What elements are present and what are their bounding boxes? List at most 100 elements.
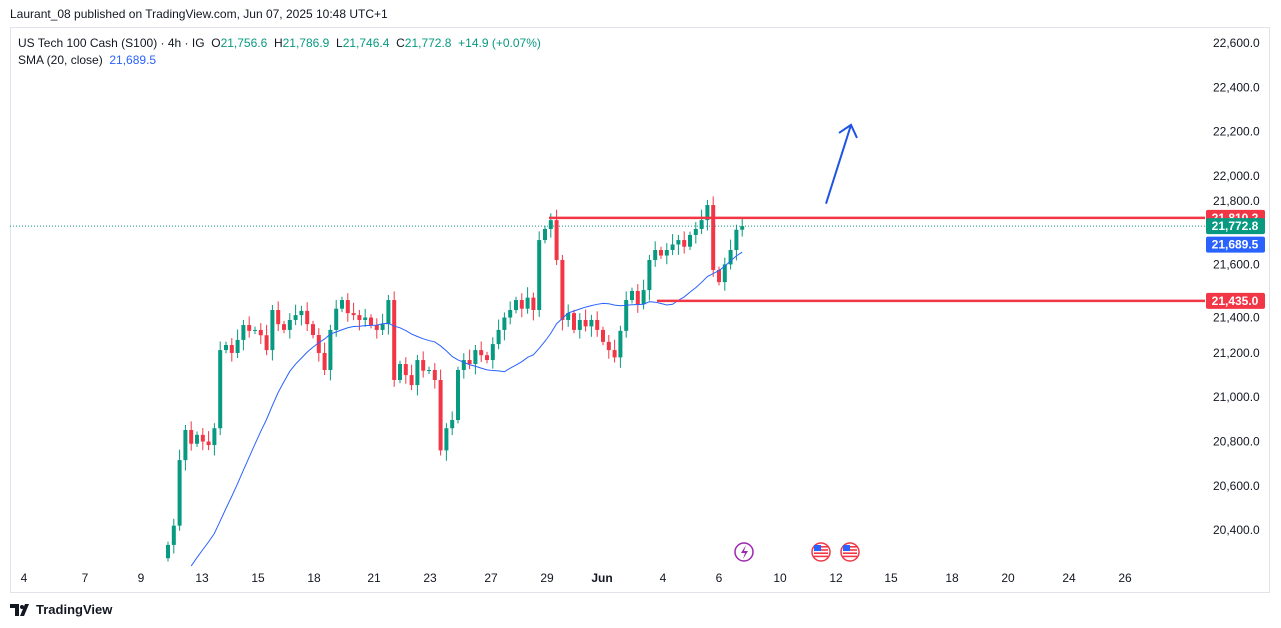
candle-up <box>224 344 228 351</box>
candle-down <box>247 325 252 331</box>
candle-up <box>334 308 339 330</box>
candle-up <box>728 250 733 265</box>
x-tick-label: 10 <box>773 571 787 585</box>
arrow-head-icon <box>838 123 858 139</box>
open-value: 21,756.6 <box>220 36 268 50</box>
candle-up <box>380 324 385 330</box>
candle-up <box>183 430 188 461</box>
lightning-glyph-icon <box>741 545 748 559</box>
x-tick-label: 23 <box>423 571 437 585</box>
candle-up <box>166 544 170 559</box>
chart-legend: US Tech 100 Cash (S100) · 4h · IG O21,75… <box>18 35 541 69</box>
candle-down <box>635 290 640 305</box>
level-price-label-bg <box>1206 292 1265 309</box>
open-label: O <box>211 36 221 50</box>
sma-price-label: 21,689.5 <box>1212 238 1259 252</box>
low-label: L <box>336 36 343 50</box>
candle-up <box>456 370 460 421</box>
candle-down <box>612 350 617 358</box>
candle-up <box>693 228 698 235</box>
candle-up <box>740 226 745 230</box>
candle-down <box>206 441 211 446</box>
x-tick-label: 4 <box>21 571 28 585</box>
candle-up <box>450 420 455 429</box>
candle-down <box>276 310 281 325</box>
y-tick-label: 21,800.0 <box>1213 194 1260 208</box>
x-tick-label: Jun <box>591 571 612 585</box>
candle-up <box>624 300 629 331</box>
x-tick-label: 15 <box>884 571 898 585</box>
flag-canton <box>814 545 821 551</box>
candle-down <box>409 375 414 386</box>
close-value: 21,772.8 <box>404 36 452 50</box>
x-tick-label: 12 <box>829 571 843 585</box>
candle-down <box>560 259 565 320</box>
symbol-label[interactable]: US Tech 100 Cash (S100) · 4h · IG <box>18 36 205 50</box>
candle-down <box>311 324 315 336</box>
y-tick-label: 22,600.0 <box>1213 36 1260 50</box>
candle-down <box>711 205 716 270</box>
candle-down <box>351 313 356 316</box>
candle-up <box>647 259 652 291</box>
candle-up <box>415 360 420 386</box>
candle-up <box>496 329 501 345</box>
sma-label[interactable]: SMA (20, close) <box>18 53 103 67</box>
level-price-label: 21,435.0 <box>1212 294 1259 308</box>
candle-down <box>421 360 426 371</box>
candle-down <box>403 364 408 376</box>
candle-up <box>502 317 507 330</box>
last-price-label: 21,772.8 <box>1212 219 1259 233</box>
high-value: 21,786.9 <box>282 36 330 50</box>
y-tick-label: 20,600.0 <box>1213 479 1260 493</box>
candle-up <box>398 364 402 380</box>
candle-up <box>537 240 542 311</box>
candle-up <box>363 317 368 320</box>
candle-down <box>305 310 310 325</box>
candle-down <box>264 335 269 351</box>
tradingview-logo[interactable]: TradingView <box>10 602 112 617</box>
candle-down <box>479 350 484 356</box>
candle-up <box>618 330 623 358</box>
candle-up <box>218 350 223 429</box>
sma-line: SMA (20, close) 21,689.5 <box>18 52 541 69</box>
candle-down <box>606 341 611 351</box>
x-tick-label: 26 <box>1118 571 1132 585</box>
candle-up <box>670 244 675 251</box>
candle-down <box>316 335 321 353</box>
candle-up <box>171 525 176 545</box>
candle-up <box>299 310 304 316</box>
x-tick-label: 4 <box>660 571 667 585</box>
candle-up <box>722 264 727 283</box>
candle-up <box>641 290 646 305</box>
x-tick-label: 20 <box>1001 571 1015 585</box>
candle-down <box>432 370 437 380</box>
candle-up <box>543 228 547 241</box>
candle-up <box>653 250 658 260</box>
chart-frame <box>10 27 1270 593</box>
flag-stripe <box>843 555 857 558</box>
candle-down <box>392 300 397 380</box>
candle-up <box>287 319 292 330</box>
candle-up <box>508 310 513 318</box>
candle-down <box>200 434 205 442</box>
candle-down <box>369 317 373 326</box>
flag-stripe <box>843 552 857 554</box>
candle-down <box>682 240 687 247</box>
x-tick-label: 7 <box>82 571 89 585</box>
brand-label: TradingView <box>36 602 113 617</box>
candle-up <box>328 329 333 371</box>
candle-down <box>485 355 489 361</box>
candle-up <box>566 313 571 320</box>
candle-up <box>734 229 739 251</box>
candle-down <box>345 300 350 314</box>
candle-up <box>293 315 298 320</box>
candle-down <box>717 269 721 283</box>
candle-down <box>282 324 286 330</box>
candle-down <box>374 325 379 330</box>
sma-price-label-bg <box>1206 236 1265 253</box>
y-tick-label: 21,200.0 <box>1213 346 1260 360</box>
x-tick-label: 13 <box>195 571 209 585</box>
candle-down <box>258 329 263 336</box>
candle-up <box>386 300 391 325</box>
